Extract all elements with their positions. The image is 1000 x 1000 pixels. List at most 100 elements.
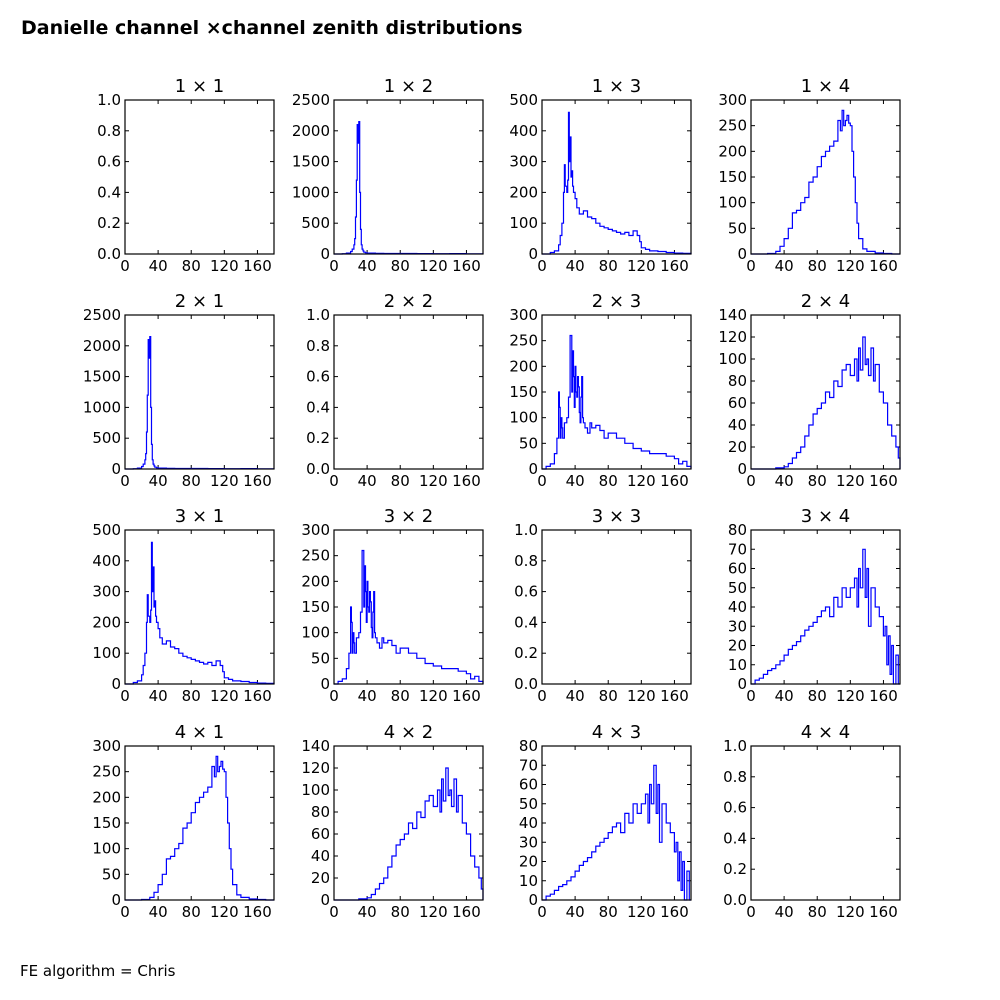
x-tick-label: 0 xyxy=(329,687,339,705)
y-tick-label: 0.0 xyxy=(306,460,330,478)
x-tick-label: 80 xyxy=(599,687,618,705)
series-line xyxy=(751,336,901,470)
panel-title: 2 × 4 xyxy=(801,291,850,312)
y-tick-label: 100 xyxy=(509,214,538,232)
footer-note: FE algorithm = Chris xyxy=(20,962,176,980)
x-tick-label: 120 xyxy=(210,472,239,490)
y-tick-label: 60 xyxy=(519,776,538,794)
x-tick-label: 120 xyxy=(210,257,239,275)
x-tick-label: 120 xyxy=(419,687,448,705)
panel-1-2: 1 × 2 0 500 1000 1500 2000 2500 0 40 80 120 160 xyxy=(292,76,484,275)
series-line xyxy=(542,111,692,255)
x-tick-label: 0 xyxy=(746,257,756,275)
y-tick-label: 0.4 xyxy=(306,398,330,416)
panel-2-2: 2 × 2 0.0 0.2 0.4 0.6 0.8 1.0 0 40 80 120 160 xyxy=(306,291,484,490)
y-tick-label: 0.2 xyxy=(306,429,330,447)
x-tick-label: 120 xyxy=(836,687,865,705)
series-line xyxy=(542,334,692,470)
x-tick-label: 0 xyxy=(120,903,130,921)
axes-frame xyxy=(333,745,484,901)
y-tick-label: 200 xyxy=(718,142,747,160)
axes-frame xyxy=(124,529,275,685)
panel-3-3: 3 × 3 0.0 0.2 0.4 0.6 0.8 1.0 0 40 80 120 160 xyxy=(514,506,692,705)
axes-frame xyxy=(750,99,901,255)
x-tick-label: 120 xyxy=(419,903,448,921)
y-tick-label: 80 xyxy=(728,372,747,390)
y-tick-label: 0.4 xyxy=(723,829,747,847)
x-tick-label: 40 xyxy=(566,687,585,705)
axes-frame xyxy=(124,314,275,470)
y-tick-label: 300 xyxy=(718,91,747,109)
y-tick-label: 60 xyxy=(728,394,747,412)
x-tick-label: 80 xyxy=(182,257,201,275)
y-tick-label: 100 xyxy=(718,194,747,212)
x-tick-label: 120 xyxy=(836,257,865,275)
y-tick-label: 250 xyxy=(92,763,121,781)
axes-frame xyxy=(750,314,901,470)
y-tick-label: 0.2 xyxy=(97,214,121,232)
x-tick-label: 80 xyxy=(808,257,827,275)
y-tick-label: 10 xyxy=(728,656,747,674)
y-tick-label: 120 xyxy=(301,759,330,777)
panel-3-2: 3 × 2 0 50 100 150 200 250 300 0 40 80 120 160 xyxy=(301,506,484,705)
y-tick-label: 0.6 xyxy=(723,799,747,817)
y-tick-label: 120 xyxy=(718,328,747,346)
series-line xyxy=(334,549,484,685)
x-tick-label: 40 xyxy=(149,903,168,921)
y-tick-label: 500 xyxy=(92,429,121,447)
x-tick-label: 160 xyxy=(869,257,898,275)
y-tick-label: 0 xyxy=(111,891,121,909)
y-tick-label: 0 xyxy=(111,460,121,478)
y-tick-label: 140 xyxy=(301,737,330,755)
panel-3-1: 3 × 1 0 100 200 300 400 500 0 40 80 120 160 xyxy=(92,506,275,705)
x-tick-label: 0 xyxy=(329,257,339,275)
y-tick-label: 40 xyxy=(728,416,747,434)
x-tick-label: 120 xyxy=(627,903,656,921)
y-tick-label: 0.4 xyxy=(514,613,538,631)
panel-title: 3 × 1 xyxy=(175,506,224,527)
x-tick-label: 40 xyxy=(775,257,794,275)
figure-title: Danielle channel ×channel zenith distrib… xyxy=(21,17,523,39)
y-tick-label: 300 xyxy=(509,306,538,324)
y-tick-label: 150 xyxy=(718,168,747,186)
x-tick-label: 0 xyxy=(537,687,547,705)
panel-1-1: 1 × 1 0.0 0.2 0.4 0.6 0.8 1.0 0 40 80 120 160 xyxy=(97,76,275,275)
x-tick-label: 80 xyxy=(391,687,410,705)
y-tick-label: 50 xyxy=(311,649,330,667)
y-tick-label: 1500 xyxy=(292,153,330,171)
y-tick-label: 0.2 xyxy=(514,644,538,662)
panel-title: 1 × 4 xyxy=(801,76,850,97)
x-tick-label: 40 xyxy=(358,687,377,705)
x-tick-label: 160 xyxy=(243,257,272,275)
series-line xyxy=(125,541,275,685)
axes-frame xyxy=(541,99,692,255)
x-tick-label: 40 xyxy=(775,472,794,490)
x-tick-label: 160 xyxy=(869,687,898,705)
y-tick-label: 20 xyxy=(728,438,747,456)
x-tick-label: 120 xyxy=(210,903,239,921)
y-tick-label: 200 xyxy=(301,572,330,590)
y-tick-label: 500 xyxy=(509,91,538,109)
x-tick-label: 120 xyxy=(627,472,656,490)
y-tick-label: 0.0 xyxy=(514,675,538,693)
y-tick-label: 200 xyxy=(92,613,121,631)
x-tick-label: 80 xyxy=(808,472,827,490)
y-tick-label: 300 xyxy=(92,737,121,755)
x-tick-label: 120 xyxy=(419,257,448,275)
y-tick-label: 250 xyxy=(718,117,747,135)
y-tick-label: 20 xyxy=(519,853,538,871)
axes-frame xyxy=(333,99,484,255)
x-tick-label: 0 xyxy=(537,472,547,490)
y-tick-label: 0.0 xyxy=(97,245,121,263)
axes-frame xyxy=(333,314,484,470)
y-tick-label: 100 xyxy=(509,409,538,427)
y-tick-label: 0 xyxy=(111,675,121,693)
y-tick-label: 0 xyxy=(528,245,538,263)
y-tick-label: 1.0 xyxy=(306,306,330,324)
y-tick-label: 0.8 xyxy=(514,552,538,570)
y-tick-label: 250 xyxy=(301,547,330,565)
x-tick-label: 160 xyxy=(660,687,689,705)
series-line xyxy=(751,109,900,255)
axes-frame xyxy=(124,745,275,901)
